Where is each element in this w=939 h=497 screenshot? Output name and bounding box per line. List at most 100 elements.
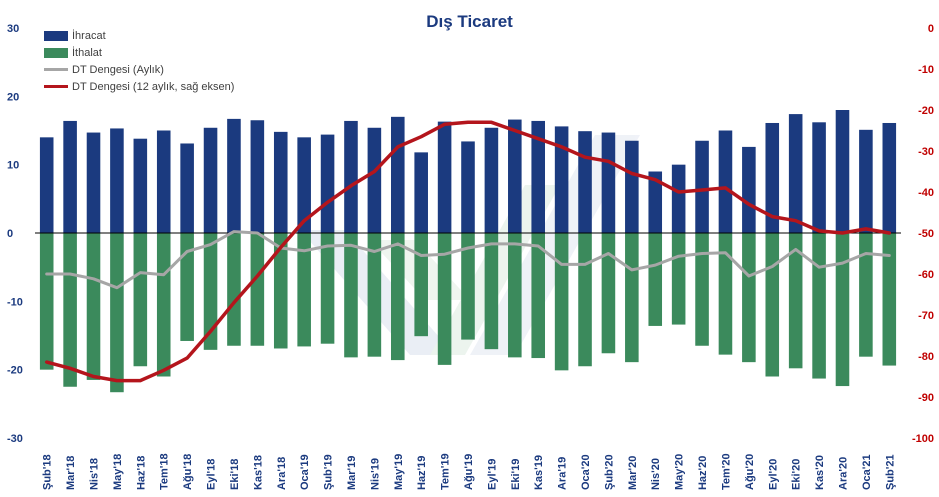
right-axis-tick-label: -80	[918, 351, 934, 363]
import-bar	[531, 233, 546, 359]
x-axis-tick-label: Oca'19	[299, 454, 311, 490]
x-axis-tick-label: Nis'19	[369, 458, 381, 490]
export-bar	[695, 140, 709, 233]
x-axis-tick-label: Eyl'18	[206, 459, 218, 490]
import-bar	[273, 233, 288, 349]
export-bar	[297, 137, 311, 233]
export-bar	[227, 118, 241, 233]
x-axis-tick-label: Eyl'20	[767, 459, 779, 490]
export-bar	[554, 126, 569, 233]
left-axis-tick-label: -30	[7, 433, 23, 445]
import-bar	[110, 233, 124, 393]
legend: İhracat İthalat DT Dengesi (Aylık) DT De…	[44, 27, 234, 95]
import-bar	[508, 233, 522, 358]
import-bar	[882, 233, 897, 366]
right-axis-tick-label: -100	[912, 433, 934, 445]
right-axis-tick-label: -30	[918, 146, 934, 158]
legend-item-rolling-balance: DT Dengesi (12 aylık, sağ eksen)	[44, 78, 234, 95]
left-axis-tick-label: 20	[7, 91, 19, 103]
export-bars	[39, 110, 897, 233]
x-axis-tick-label: Mar'18	[65, 456, 77, 490]
x-axis: Şub'18 Mar'18 Nis'18 May'18 Haz'18 Tem'18 Ağu'…	[42, 453, 897, 490]
export-bar	[273, 131, 288, 233]
import-bar	[156, 233, 171, 377]
export-bar	[742, 146, 756, 233]
import-bar	[367, 233, 382, 357]
legend-label-import: İthalat	[72, 46, 102, 59]
import-bar	[695, 233, 709, 346]
right-axis-tick-label: -60	[918, 269, 934, 281]
export-bar	[648, 171, 663, 233]
right-axis-tick-label: -40	[918, 187, 934, 199]
import-bar	[835, 233, 850, 387]
import-bar	[414, 233, 428, 337]
export-bar	[765, 122, 780, 233]
import-bar	[133, 233, 148, 367]
export-bar	[203, 127, 218, 233]
right-axis-tick-label: -90	[918, 392, 934, 404]
export-bar	[461, 141, 475, 233]
import-bar	[812, 233, 826, 379]
export-bar	[250, 120, 265, 233]
x-axis-tick-label: Haz'20	[697, 456, 709, 490]
import-bar	[648, 233, 663, 326]
legend-swatch-export	[44, 30, 68, 41]
import-bar	[180, 233, 194, 341]
legend-line-monthly-balance	[44, 68, 68, 71]
x-axis-tick-label: Kas'19	[533, 455, 545, 490]
left-axis-tick-label: 0	[7, 228, 13, 240]
x-axis-tick-label: Nis'20	[650, 458, 662, 490]
x-axis-tick-label: Nis'18	[89, 458, 101, 490]
legend-item-monthly-balance: DT Dengesi (Aylık)	[44, 61, 234, 78]
legend-item-export: İhracat	[44, 27, 234, 44]
export-bar	[110, 128, 124, 233]
import-bar	[554, 233, 569, 371]
x-axis-tick-label: Şub'20	[603, 454, 615, 490]
import-bar	[859, 233, 873, 357]
x-axis-tick-label: Ara'20	[837, 457, 849, 490]
import-bar	[437, 233, 452, 365]
import-bar	[788, 233, 803, 369]
export-bar	[133, 138, 148, 233]
x-axis-tick-label: Mar'19	[346, 456, 358, 490]
x-axis-tick-label: Kas'18	[252, 455, 264, 490]
import-bar	[39, 233, 54, 370]
export-bar	[390, 116, 405, 233]
export-bar	[508, 119, 522, 233]
right-axis-tick-label: -50	[918, 228, 934, 240]
right-axis-tick-label: -10	[918, 64, 934, 76]
x-axis-tick-label: Haz'19	[416, 456, 428, 490]
rolling-balance-line	[44, 120, 892, 383]
export-bar	[531, 120, 546, 233]
export-bar	[344, 120, 358, 233]
x-axis-tick-label: Mar'20	[627, 456, 639, 490]
x-axis-tick-label: Ara'19	[557, 457, 569, 490]
right-axis-tick-label: -70	[918, 310, 934, 322]
right-axis-tick-label: -20	[918, 105, 934, 117]
x-axis-tick-label: Tem'20	[720, 453, 732, 490]
import-bar	[86, 233, 101, 380]
x-axis-tick-label: Şub'21	[884, 454, 896, 490]
export-bar	[859, 129, 873, 233]
import-bar	[718, 233, 733, 355]
left-y-axis: 30 20 10 0 -10 -20 -30	[7, 23, 23, 445]
x-axis-tick-label: May'19	[393, 454, 405, 490]
x-axis-tick-label: Tem'18	[159, 453, 171, 490]
x-axis-tick-label: Ağu'18	[182, 454, 194, 490]
export-bar	[882, 122, 897, 233]
x-axis-tick-label: Şub'18	[42, 454, 54, 490]
export-bar	[788, 114, 803, 233]
import-bars	[39, 233, 897, 393]
x-axis-tick-label: Ara'18	[276, 457, 288, 490]
x-axis-tick-label: Tem'19	[440, 453, 452, 490]
import-bar	[390, 233, 405, 361]
import-bar	[63, 233, 77, 387]
import-bar	[765, 233, 780, 377]
import-bar	[344, 233, 358, 358]
rolling-balance-path	[44, 120, 892, 383]
x-axis-tick-label: Eyl'19	[486, 459, 498, 490]
x-axis-tick-label: May'18	[112, 454, 124, 490]
x-axis-tick-label: May'20	[674, 454, 686, 490]
import-bar	[297, 233, 311, 347]
